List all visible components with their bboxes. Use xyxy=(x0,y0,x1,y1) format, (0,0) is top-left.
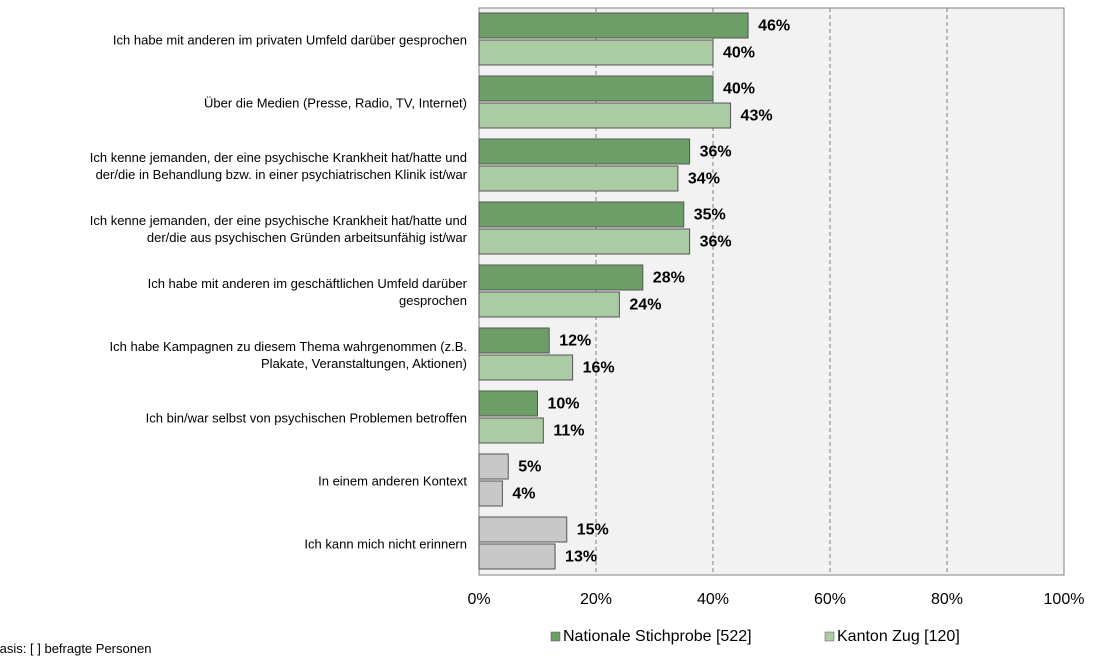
value-label: 11% xyxy=(553,423,584,440)
bar xyxy=(478,354,574,381)
value-label: 16% xyxy=(583,360,615,377)
value-label: 36% xyxy=(700,144,732,161)
bar xyxy=(478,264,644,291)
category-label: Ich bin/war selbst von psychischen Probl… xyxy=(145,410,467,425)
category-label: Ich kann mich nicht erinnern xyxy=(304,536,467,551)
value-label: 12% xyxy=(559,333,591,350)
x-tick-label: 0% xyxy=(467,591,490,608)
category-label: Ich habe mit anderen im geschäftlichen U… xyxy=(147,275,467,308)
x-tick-label: 100% xyxy=(1044,591,1085,608)
bar xyxy=(478,543,556,570)
bar xyxy=(478,201,685,228)
value-label: 36% xyxy=(700,234,732,251)
value-label: 13% xyxy=(565,549,597,566)
value-label: 10% xyxy=(548,396,580,413)
x-tick-label: 60% xyxy=(814,591,846,608)
value-label: 28% xyxy=(653,270,685,287)
category-label: Über die Medien (Presse, Radio, TV, Inte… xyxy=(203,95,467,110)
bar xyxy=(478,102,732,129)
x-tick-label: 40% xyxy=(697,591,729,608)
bar xyxy=(478,417,544,444)
x-tick-label: 80% xyxy=(931,591,963,608)
value-label: 43% xyxy=(741,108,773,125)
value-label: 40% xyxy=(723,45,755,62)
value-label: 46% xyxy=(758,18,790,35)
footnote: Basis: [ ] befragte Personen xyxy=(0,641,152,656)
legend-marker xyxy=(824,631,835,642)
x-tick-label: 20% xyxy=(580,591,612,608)
bar xyxy=(478,165,679,192)
bar xyxy=(478,327,550,354)
bar xyxy=(478,453,509,480)
bar xyxy=(478,12,749,39)
bar xyxy=(478,75,714,102)
bar xyxy=(478,516,568,543)
value-label: 5% xyxy=(518,459,541,476)
category-label: In einem anderen Kontext xyxy=(318,473,467,488)
value-label: 35% xyxy=(694,207,726,224)
value-label: 40% xyxy=(723,81,755,98)
bar xyxy=(478,39,714,66)
bar xyxy=(478,228,691,255)
category-label: Ich habe Kampagnen zu diesem Thema wahrg… xyxy=(109,338,467,371)
legend-label: Nationale Stichprobe [522] xyxy=(563,628,752,645)
bar xyxy=(478,291,620,318)
value-label: 24% xyxy=(629,297,661,314)
category-label: Ich habe mit anderen im privaten Umfeld … xyxy=(112,32,467,47)
bar xyxy=(478,138,691,165)
bar xyxy=(478,480,503,507)
legend-marker xyxy=(550,631,561,642)
bar xyxy=(478,390,538,417)
category-label: Ich kenne jemanden, der eine psychische … xyxy=(89,212,467,245)
value-label: 34% xyxy=(688,171,720,188)
value-label: 15% xyxy=(577,522,609,539)
category-label: Ich kenne jemanden, der eine psychische … xyxy=(89,149,467,182)
legend-label: Kanton Zug [120] xyxy=(837,628,960,645)
value-label: 4% xyxy=(512,486,535,503)
